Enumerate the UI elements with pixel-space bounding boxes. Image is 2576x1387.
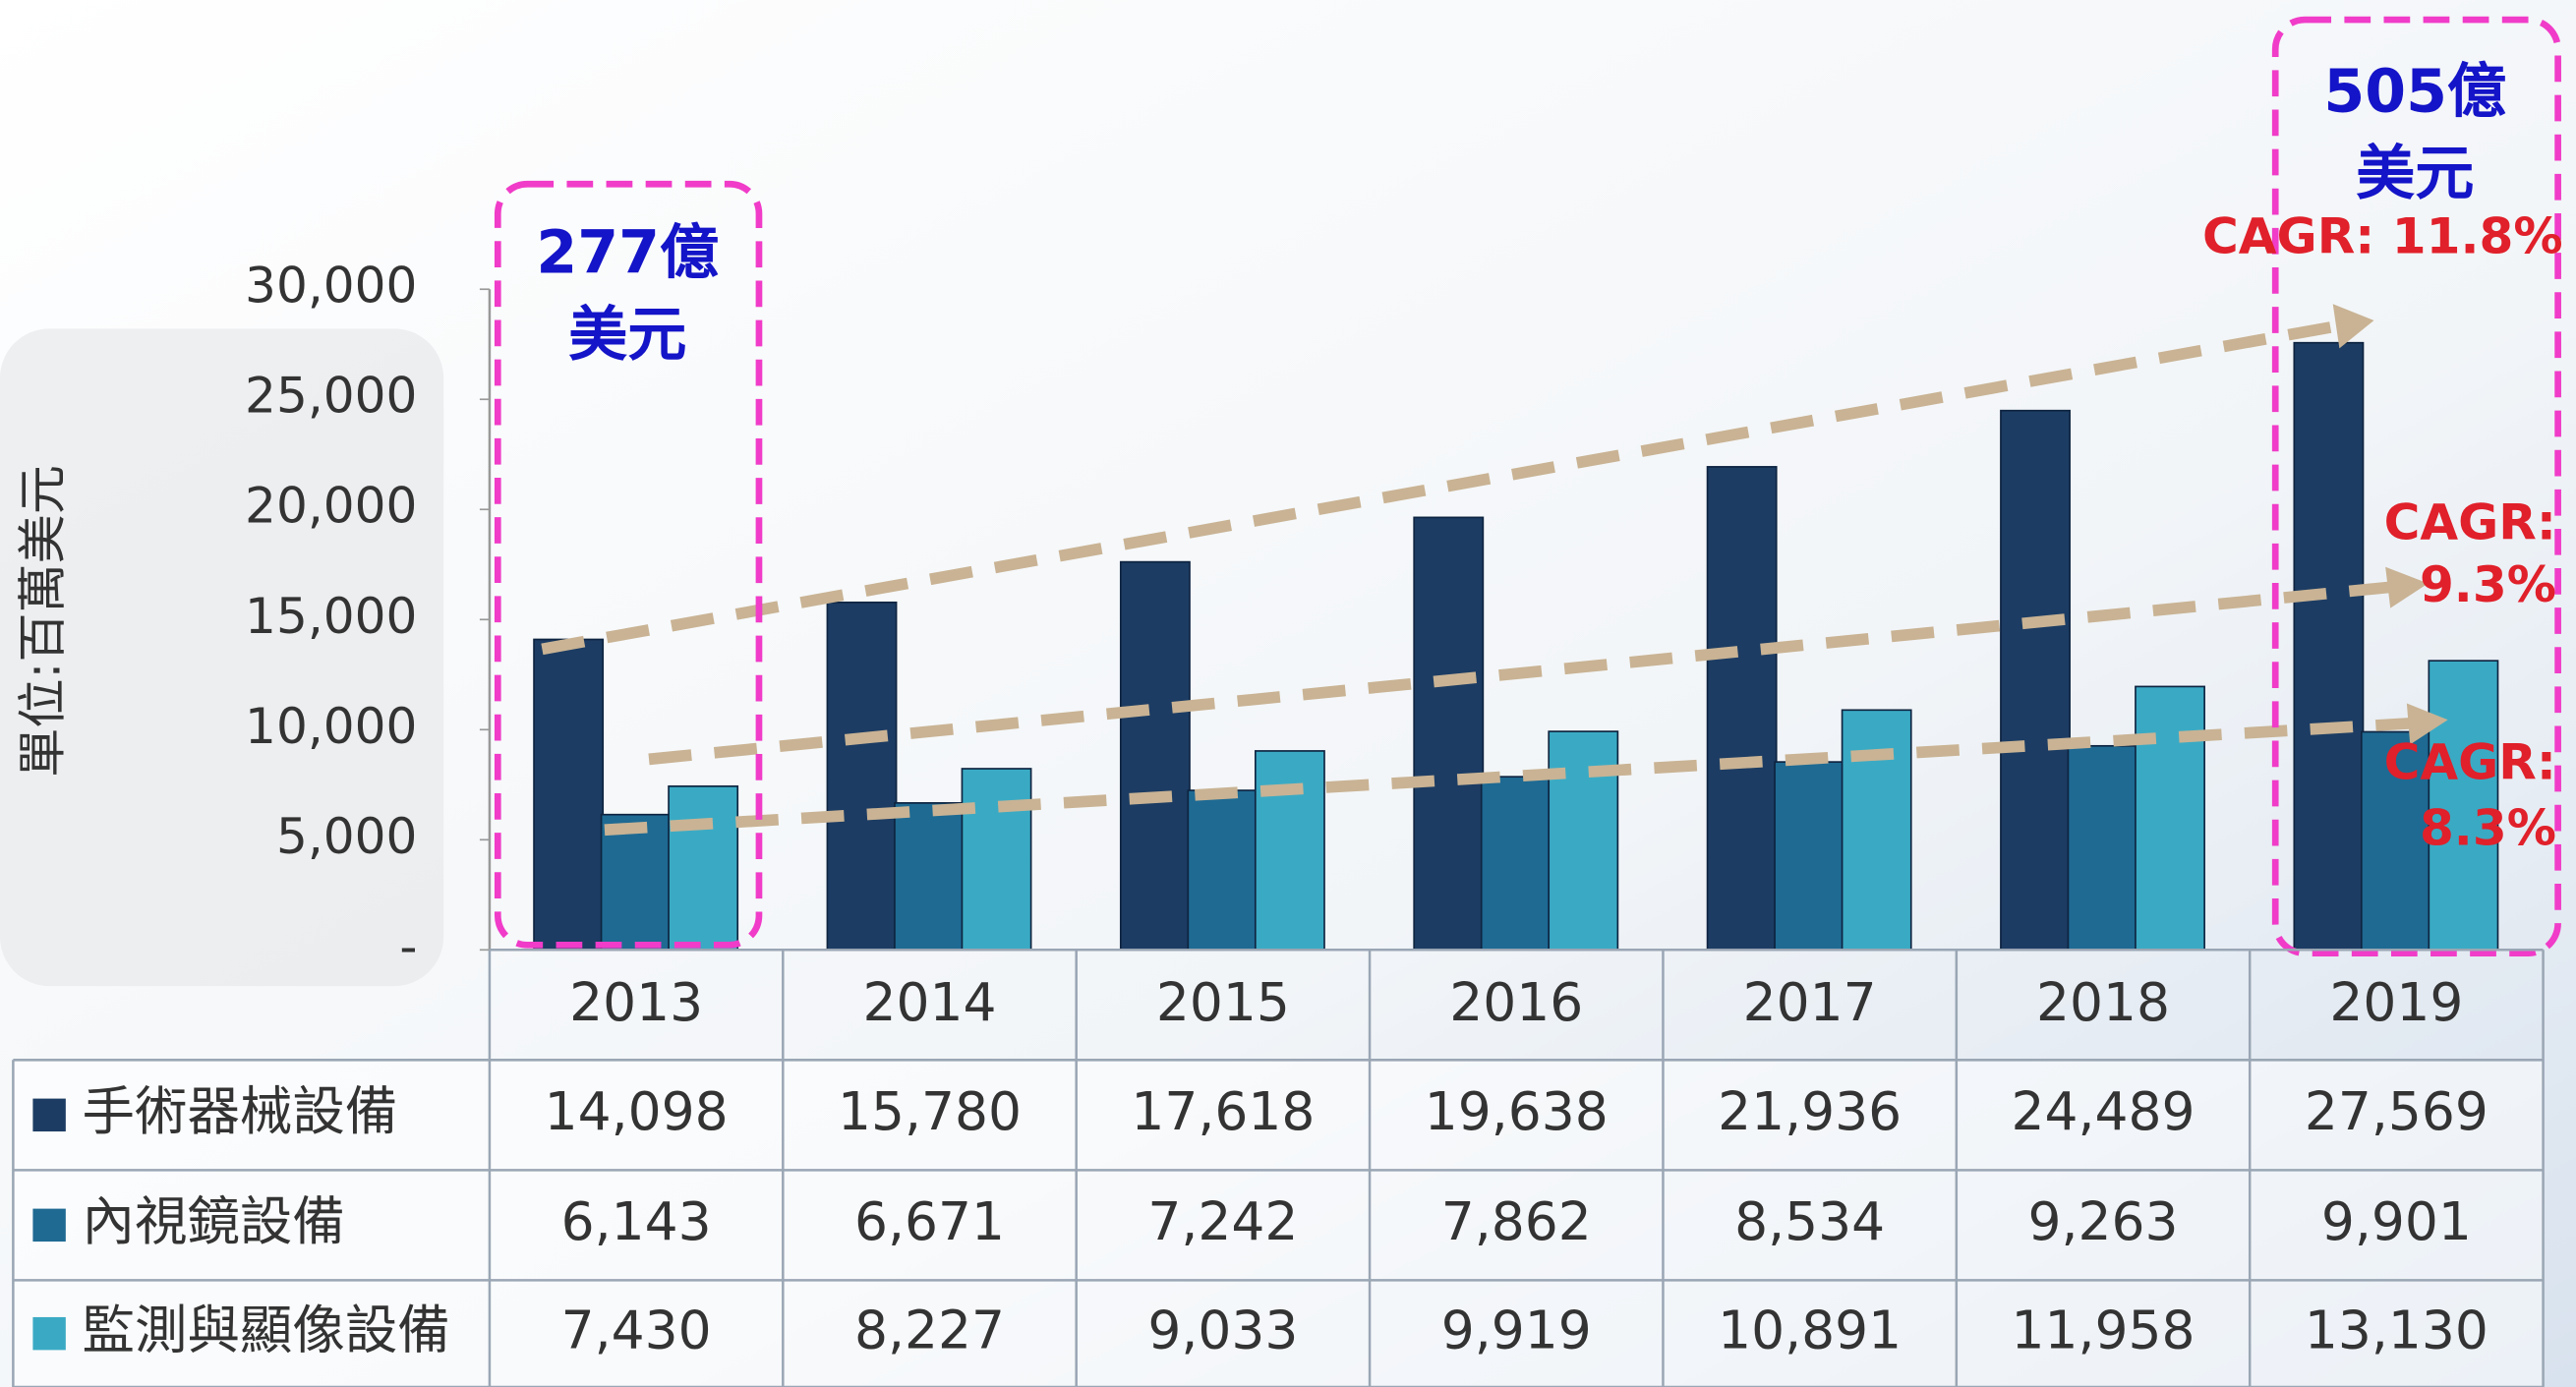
- arrow-head: [2385, 566, 2429, 608]
- highlight-box: [494, 180, 763, 949]
- table-value: 10,891: [1718, 1299, 1902, 1360]
- table-value: 9,901: [2321, 1190, 2472, 1252]
- x-tick-label: 2014: [862, 971, 996, 1033]
- x-tick-label: 2015: [1156, 971, 1290, 1033]
- table-value: 15,780: [838, 1080, 1022, 1142]
- arrow-head: [2406, 703, 2448, 745]
- y-tick-label: 15,000: [245, 587, 417, 645]
- table-value: 8,534: [1734, 1190, 1885, 1252]
- bar: [2067, 744, 2138, 952]
- bar: [1480, 776, 1551, 952]
- table-value: 7,242: [1147, 1190, 1298, 1252]
- bar: [2360, 730, 2431, 952]
- legend-label: 內視鏡設備: [83, 1190, 345, 1252]
- arrow-heads: [2332, 304, 2448, 745]
- table-value: 11,958: [2011, 1299, 2195, 1360]
- x-tick-label: 2019: [2329, 971, 2463, 1033]
- bar: [826, 601, 898, 952]
- bar: [2135, 685, 2205, 952]
- table-value: 13,130: [2305, 1299, 2488, 1360]
- annotation: 8.3%: [2420, 798, 2556, 856]
- table-value: 7,430: [561, 1299, 712, 1360]
- annotation: CAGR:: [2384, 492, 2556, 550]
- table-value: 14,098: [545, 1080, 729, 1142]
- annotation: 277億: [536, 218, 719, 287]
- y-tick-label: 30,000: [245, 257, 417, 315]
- table-value: 8,227: [854, 1299, 1005, 1360]
- trend-arrows: [541, 319, 2416, 837]
- trend-arrow: [648, 581, 2396, 766]
- table-body: [13, 1060, 2544, 1387]
- bar: [1187, 789, 1259, 952]
- table-value: 21,936: [1718, 1080, 1902, 1142]
- y-tick-label: 25,000: [245, 367, 417, 425]
- y-axis-label: 單位:百萬美元: [13, 465, 71, 778]
- y-tick-label: 5,000: [276, 807, 417, 865]
- arrow-head: [2332, 304, 2374, 349]
- highlight-box: [2271, 16, 2561, 956]
- bar: [1706, 466, 1778, 952]
- table-value: 9,033: [1147, 1299, 1298, 1360]
- table-value: 9,263: [2027, 1190, 2178, 1252]
- bar: [2293, 341, 2365, 952]
- table-value: 19,638: [1425, 1080, 1609, 1142]
- table-value: 9,919: [1441, 1299, 1592, 1360]
- table-value: 6,143: [561, 1190, 712, 1252]
- annotation: 505億: [2323, 58, 2506, 127]
- legend-swatch: [32, 1316, 66, 1351]
- table-value: 17,618: [1131, 1080, 1315, 1142]
- y-tick-label: -: [399, 917, 417, 975]
- y-tick-label: 20,000: [245, 477, 417, 535]
- bar: [600, 813, 672, 952]
- data-table: 2013 2014 2015 2016 2017 2018 2019 手術器械設備 14,098…: [12, 949, 2545, 1387]
- x-tick-label: 2018: [2036, 971, 2170, 1033]
- table-value: 27,569: [2305, 1080, 2488, 1142]
- table-value: 6,671: [854, 1190, 1005, 1252]
- plot-area: - 5,000 10,000 15,000 20,000 25,000 30,000: [245, 257, 2499, 975]
- bar: [894, 802, 965, 952]
- trend-arrow: [541, 319, 2343, 656]
- x-tick-label: 2016: [1449, 971, 1583, 1033]
- bar: [1119, 560, 1191, 952]
- y-tick-label: 10,000: [245, 697, 417, 755]
- x-tick-label: 2017: [1743, 971, 1877, 1033]
- bar: [533, 638, 605, 952]
- bar: [668, 785, 739, 952]
- bar: [1413, 516, 1485, 952]
- legend-swatch: [32, 1208, 66, 1243]
- trend-arrow: [604, 717, 2416, 837]
- bar: [1254, 750, 1325, 952]
- legend-label: 手術器械設備: [83, 1080, 398, 1142]
- annotation: CAGR: 11.8%: [2202, 207, 2563, 265]
- background-image: [0, 328, 444, 987]
- table-value: 24,489: [2011, 1080, 2195, 1142]
- bar: [2000, 409, 2071, 952]
- x-tick-label: 2013: [569, 971, 703, 1033]
- table-value: 7,862: [1441, 1190, 1592, 1252]
- legend-swatch: [32, 1098, 66, 1132]
- legend-label: 監測與顯像設備: [83, 1299, 450, 1360]
- annotation: 9.3%: [2420, 555, 2556, 613]
- bar: [1841, 709, 1912, 952]
- annotation: 美元: [2356, 140, 2474, 208]
- bar: [1774, 761, 1845, 952]
- bar: [961, 768, 1032, 952]
- bar: [1548, 730, 1619, 952]
- annotation: CAGR:: [2384, 733, 2556, 791]
- annotation: 美元: [568, 301, 686, 370]
